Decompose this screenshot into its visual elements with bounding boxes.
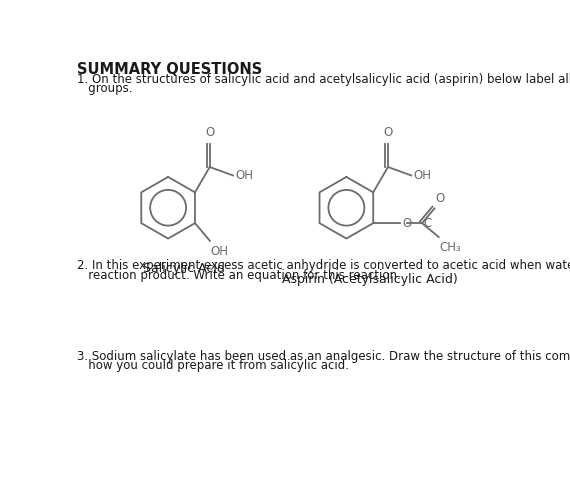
Text: 2. In this experiment excess acetic anhydride is converted to acetic acid when w: 2. In this experiment excess acetic anhy…	[78, 259, 570, 272]
Text: how you could prepare it from salicylic acid.: how you could prepare it from salicylic …	[78, 360, 349, 372]
Text: OH: OH	[211, 245, 229, 258]
Text: O: O	[205, 126, 214, 139]
Text: CH₃: CH₃	[439, 241, 461, 254]
Text: reaction product. Write an equation for this reaction.: reaction product. Write an equation for …	[78, 269, 401, 282]
Text: C: C	[424, 216, 432, 229]
Text: OH: OH	[414, 169, 431, 182]
Text: O: O	[383, 126, 393, 139]
Text: 1. On the structures of salicylic acid and acetylsalicylic acid (aspirin) below : 1. On the structures of salicylic acid a…	[78, 73, 570, 86]
Text: Salicylic Acid: Salicylic Acid	[142, 262, 225, 275]
Text: O: O	[435, 192, 445, 204]
Text: 3. Sodium salicylate has been used as an analgesic. Draw the structure of this c: 3. Sodium salicylate has been used as an…	[78, 350, 570, 363]
Text: SUMMARY QUESTIONS: SUMMARY QUESTIONS	[78, 62, 263, 77]
Text: O: O	[402, 216, 411, 229]
Text: groups.: groups.	[78, 82, 133, 95]
Text: Aspirin (Acetylsalicylic Acid): Aspirin (Acetylsalicylic Acid)	[282, 273, 458, 286]
Text: OH: OH	[235, 169, 253, 182]
